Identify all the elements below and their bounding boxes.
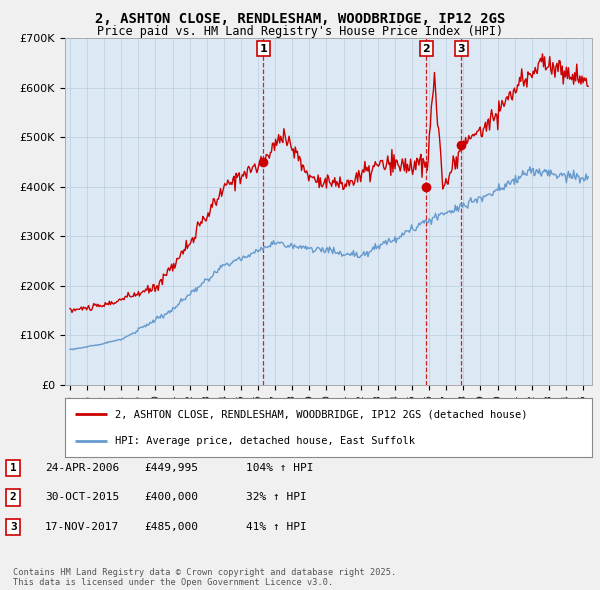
Text: 30-OCT-2015: 30-OCT-2015 xyxy=(45,493,119,502)
Text: £485,000: £485,000 xyxy=(144,522,198,532)
Text: Contains HM Land Registry data © Crown copyright and database right 2025.
This d: Contains HM Land Registry data © Crown c… xyxy=(13,568,397,587)
Text: 2, ASHTON CLOSE, RENDLESHAM, WOODBRIDGE, IP12 2GS: 2, ASHTON CLOSE, RENDLESHAM, WOODBRIDGE,… xyxy=(95,12,505,26)
Text: 24-APR-2006: 24-APR-2006 xyxy=(45,463,119,473)
Text: £449,995: £449,995 xyxy=(144,463,198,473)
Text: 1: 1 xyxy=(260,44,267,54)
Text: 2: 2 xyxy=(422,44,430,54)
Text: 104% ↑ HPI: 104% ↑ HPI xyxy=(246,463,314,473)
Text: 32% ↑ HPI: 32% ↑ HPI xyxy=(246,493,307,502)
Text: 17-NOV-2017: 17-NOV-2017 xyxy=(45,522,119,532)
Text: 2, ASHTON CLOSE, RENDLESHAM, WOODBRIDGE, IP12 2GS (detached house): 2, ASHTON CLOSE, RENDLESHAM, WOODBRIDGE,… xyxy=(115,409,527,419)
Text: HPI: Average price, detached house, East Suffolk: HPI: Average price, detached house, East… xyxy=(115,437,415,446)
Text: Price paid vs. HM Land Registry's House Price Index (HPI): Price paid vs. HM Land Registry's House … xyxy=(97,25,503,38)
Text: 41% ↑ HPI: 41% ↑ HPI xyxy=(246,522,307,532)
Text: £400,000: £400,000 xyxy=(144,493,198,502)
Text: 1: 1 xyxy=(10,463,17,473)
Text: 3: 3 xyxy=(10,522,17,532)
Text: 3: 3 xyxy=(457,44,465,54)
Text: 2: 2 xyxy=(10,493,17,502)
